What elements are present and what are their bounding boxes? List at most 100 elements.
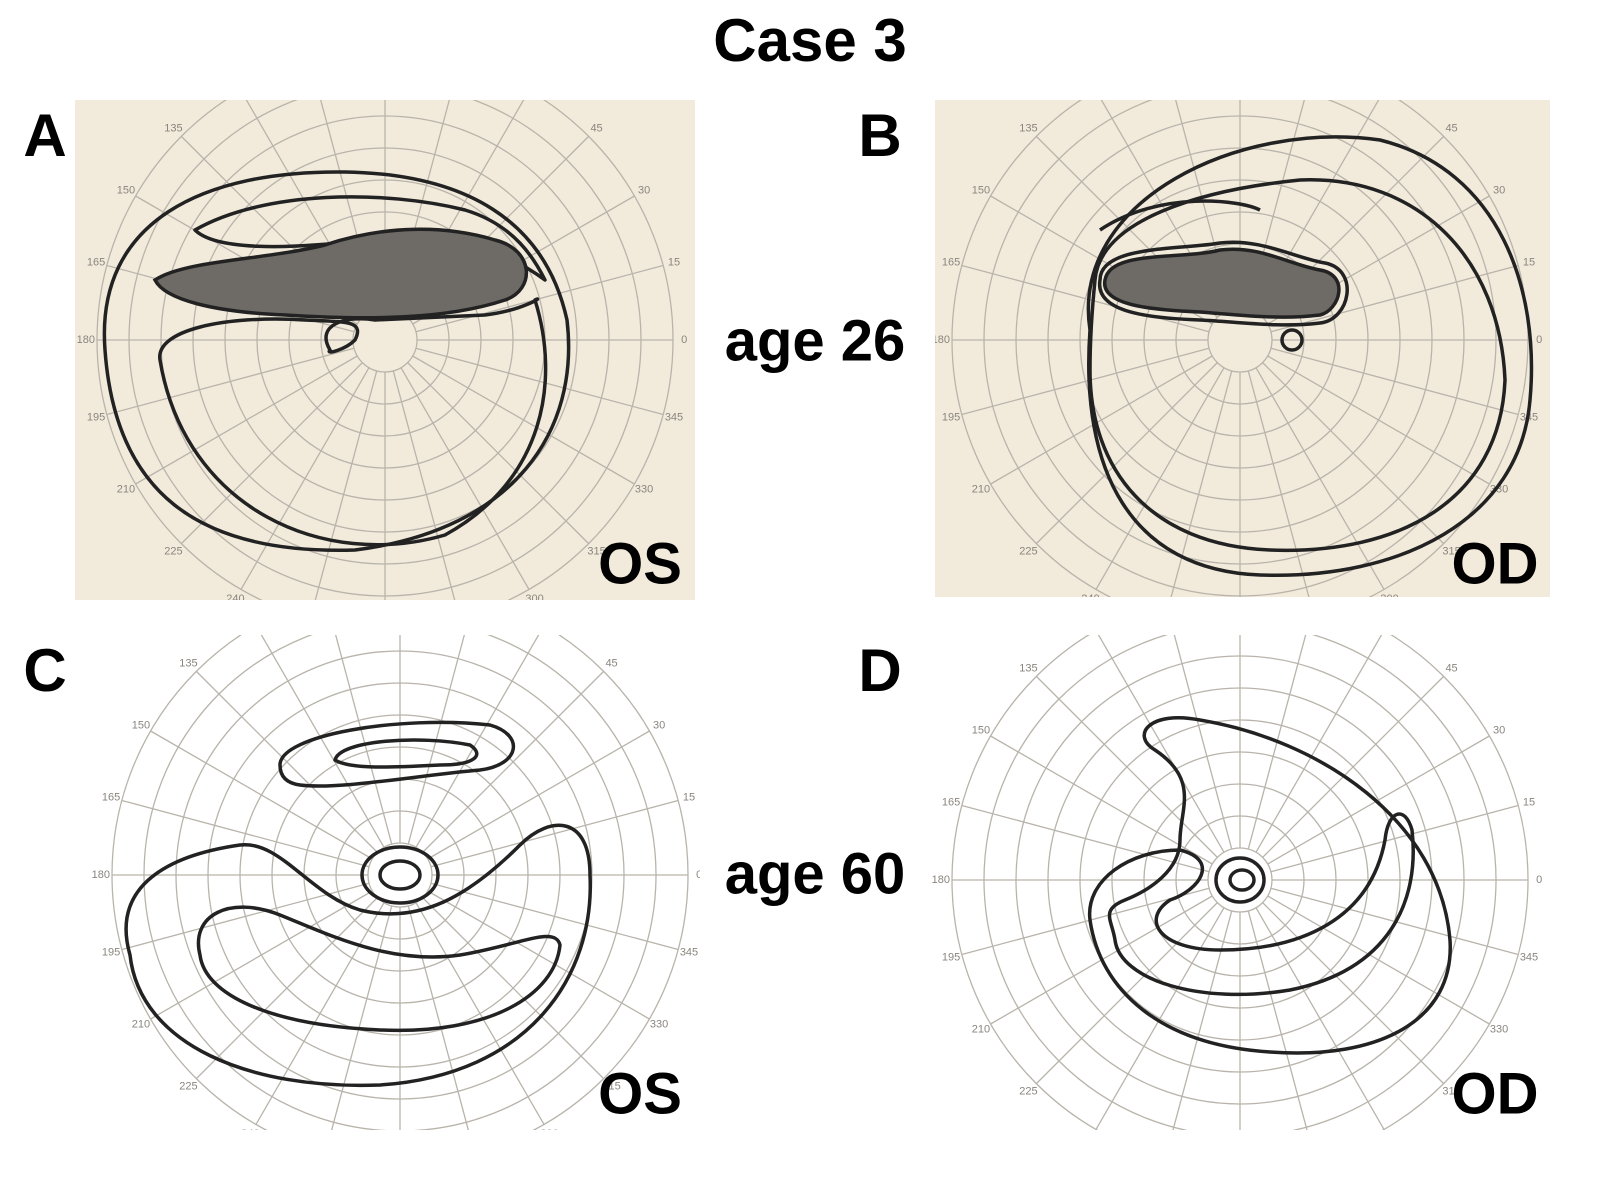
angle-label: 135 xyxy=(1019,122,1037,134)
angle-label: 135 xyxy=(1019,662,1037,674)
angle-label: 45 xyxy=(1445,662,1457,674)
grid-spoke xyxy=(415,635,540,848)
grid-spoke xyxy=(990,355,1213,485)
angle-label: 30 xyxy=(1493,724,1505,736)
angle-label: 90 xyxy=(379,35,391,47)
angle-label: 180 xyxy=(932,334,950,346)
grid-spoke xyxy=(1255,367,1385,590)
grid-spoke xyxy=(1170,370,1233,597)
angle-label: 330 xyxy=(650,1019,668,1031)
angle-label: 0 xyxy=(1536,334,1542,346)
grid-spoke xyxy=(430,799,679,868)
angle-label: 195 xyxy=(942,951,960,963)
angle-label: 195 xyxy=(102,946,120,958)
angle-label: 285 xyxy=(453,623,471,635)
angle-label: 255 xyxy=(1153,623,1171,635)
angle-label: 165 xyxy=(102,791,120,803)
grid-spoke xyxy=(1262,362,1445,545)
angle-label: 315 xyxy=(1442,1085,1460,1097)
angle-label: 150 xyxy=(132,719,150,731)
panel-c: 0153045607590105120135150165180195210225… xyxy=(75,610,700,1130)
grid-spoke xyxy=(150,890,373,1020)
angle-label: 315 xyxy=(587,545,605,557)
grid-spoke xyxy=(961,804,1210,873)
angle-label: 135 xyxy=(164,122,182,134)
angle-label: 225 xyxy=(179,1080,197,1092)
grid-spoke xyxy=(990,735,1213,865)
angle-label: 120 xyxy=(226,75,244,87)
row-label: age 26 xyxy=(725,308,906,373)
grid-spoke xyxy=(1267,895,1490,1025)
eye-label: OS xyxy=(598,531,682,596)
polar-grid: 0153045607590105120135150165180195210225… xyxy=(932,615,1542,1130)
angle-label: 120 xyxy=(1081,75,1099,87)
grid-spoke xyxy=(335,635,393,845)
angle-label: 60 xyxy=(543,610,555,622)
grid-spoke xyxy=(1270,804,1519,873)
grid-spoke xyxy=(150,730,373,860)
angle-label: 225 xyxy=(1019,1085,1037,1097)
angle-label: 60 xyxy=(528,75,540,87)
angle-label: 180 xyxy=(92,869,110,881)
panel-letter: C xyxy=(23,637,66,704)
panel-a: 0 15 30 45 60 75 90 105 120 135 150 165 180 195 210 225… xyxy=(75,35,695,635)
angle-label: 330 xyxy=(635,484,653,496)
angle-label: 150 xyxy=(972,184,990,196)
panel-letter: A xyxy=(23,102,66,169)
angle-label: 330 xyxy=(1490,1024,1508,1036)
grid-spoke xyxy=(1247,910,1308,1130)
angle-label: 345 xyxy=(665,411,683,423)
angle-label: 0 xyxy=(1536,874,1542,886)
angle-label: 45 xyxy=(1445,122,1457,134)
angle-label: 45 xyxy=(590,122,602,134)
grid-spoke xyxy=(415,347,664,416)
grid-spoke xyxy=(1262,675,1445,858)
angle-label: 255 xyxy=(298,623,316,635)
grid-spoke xyxy=(1267,355,1490,485)
grid-spoke xyxy=(412,355,635,485)
angle-label: 120 xyxy=(241,610,259,622)
grid-spoke xyxy=(1035,902,1218,1085)
panel-d: 0153045607590105120135150165180195210225… xyxy=(930,615,1550,1130)
grid-spoke xyxy=(415,902,545,1125)
angle-label: 30 xyxy=(638,184,650,196)
grid-spoke xyxy=(1267,735,1490,865)
grid-spoke xyxy=(106,347,355,416)
angle-label: 60 xyxy=(1383,615,1395,627)
grid-spoke xyxy=(1035,675,1218,858)
grid-spoke xyxy=(961,264,1210,333)
eye-label: OD xyxy=(1452,531,1539,596)
isopters xyxy=(124,720,592,1088)
isopters xyxy=(1087,715,1452,1055)
angle-label: 180 xyxy=(932,874,950,886)
grid-spoke xyxy=(1255,635,1383,853)
angle-label: 285 xyxy=(1308,623,1326,635)
angle-label: 180 xyxy=(77,334,95,346)
grid-spoke xyxy=(392,370,456,600)
angle-label: 165 xyxy=(87,256,105,268)
angle-label: 135 xyxy=(179,657,197,669)
grid-spoke xyxy=(407,362,590,545)
grid-spoke xyxy=(1262,902,1445,1085)
angle-label: 210 xyxy=(117,484,135,496)
panel-letter: D xyxy=(858,637,901,704)
grid-spoke xyxy=(430,882,679,951)
grid-spoke xyxy=(1270,347,1519,416)
row-label: age 60 xyxy=(725,841,906,906)
angle-label: 195 xyxy=(87,411,105,423)
angle-label: 75 xyxy=(456,45,468,57)
eye-label: OS xyxy=(598,1061,682,1126)
angle-label: 345 xyxy=(680,946,698,958)
angle-label: 15 xyxy=(668,256,680,268)
angle-label: 300 xyxy=(1380,593,1398,605)
grid-spoke xyxy=(961,347,1210,416)
angle-label: 90 xyxy=(1234,35,1246,47)
grid-spoke xyxy=(407,635,465,845)
grid-spoke xyxy=(1173,635,1233,850)
grid-spoke xyxy=(180,362,363,545)
polar-grid: 0153045607590105120135150165180195210225… xyxy=(92,610,700,1130)
angle-label: 30 xyxy=(1493,184,1505,196)
angle-label: 225 xyxy=(1019,545,1037,557)
angle-label: 150 xyxy=(972,724,990,736)
figure-title: Case 3 xyxy=(713,7,906,74)
